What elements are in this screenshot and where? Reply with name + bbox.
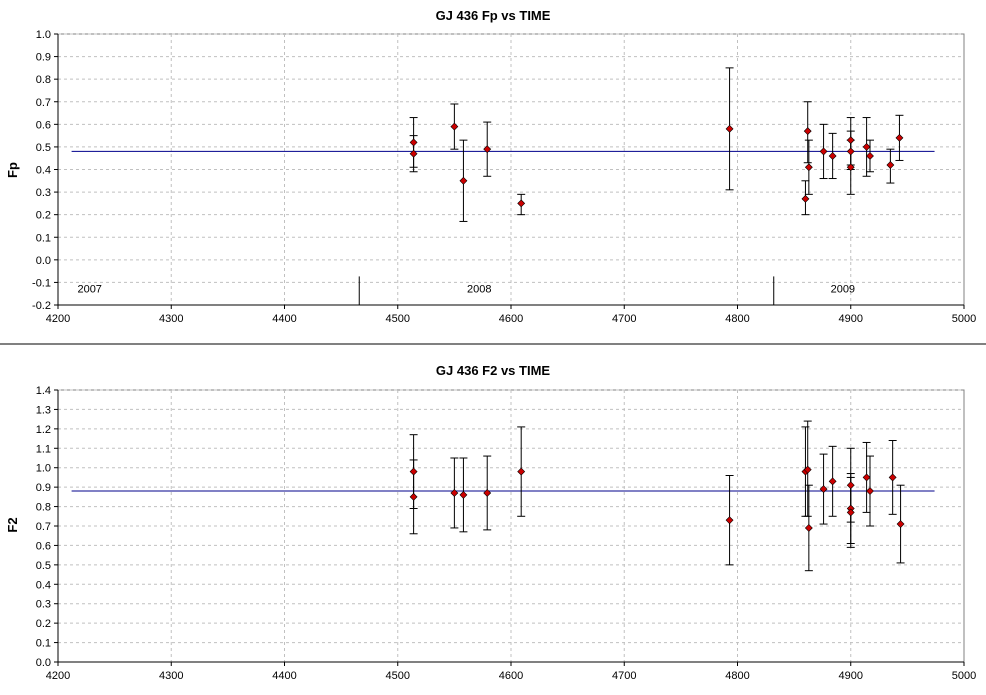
chart-f2-data-point — [896, 520, 905, 528]
chart-f2-x-tick-label: 5000 — [952, 670, 976, 682]
chart-f2-data-point — [409, 467, 418, 476]
chart-f2-x-tick-label: 4200 — [46, 670, 70, 682]
chart-fp-x-tick-label: 4700 — [612, 313, 636, 325]
chart-f2-x-tick-label: 4400 — [272, 670, 296, 682]
chart-f2-data-point — [803, 465, 812, 474]
chart-f2-y-tick-label: 0.6 — [36, 540, 51, 552]
chart-fp-data-point — [804, 163, 813, 172]
chart-f2-y-tick-label: 1.0 — [36, 463, 51, 475]
chart-f2-x-tick-label: 4900 — [839, 670, 863, 682]
chart-f2-plot-area: 0.0 0.1 0.2 0.3 0.4 0.5 0.6 0.7 0.8 0.9 1.0 1.1 1.2 1… — [36, 385, 977, 682]
chart-fp-data-point — [828, 152, 837, 160]
chart-f2-y-tick-label: 1.1 — [36, 443, 51, 455]
chart-f2-data-point — [846, 481, 855, 490]
chart-f2-y-tick-label: 0.9 — [36, 482, 51, 494]
chart-fp-data-point — [886, 161, 895, 169]
chart-fp-data-point — [846, 147, 855, 156]
chart-f2-y-tick-label: 0.1 — [36, 638, 51, 650]
chart-f2-title: GJ 436 F2 vs TIME — [436, 363, 550, 378]
chart-fp-y-tick-label: -0.1 — [32, 277, 51, 289]
chart-f2-data-point — [846, 508, 855, 517]
chart-fp-y-tick-label: 0.4 — [36, 165, 51, 177]
chart-fp-x-tick-label: 4400 — [272, 313, 296, 325]
chart-fp-y-tick-label: -0.2 — [32, 300, 51, 312]
chart-fp-y-tick-label: 1.0 — [36, 29, 51, 41]
chart-f2-x-tick-label: 4800 — [725, 670, 749, 682]
chart-fp-data-point — [409, 138, 418, 147]
chart-fp-y-tick-label: 0.3 — [36, 187, 51, 199]
chart-fp-data-point — [846, 163, 855, 172]
chart-fp-x-tick-label: 5000 — [952, 313, 976, 325]
chart-f2-data-point — [862, 473, 871, 482]
chart-f2-y-tick-label: 0.5 — [36, 560, 51, 572]
chart-fp-data-point — [866, 152, 874, 160]
chart-fp-data-point — [862, 142, 871, 151]
chart-f2-data-point — [804, 524, 813, 532]
chart-f2-y-tick-label: 1.3 — [36, 404, 51, 416]
chart-fp-y-tick-label: 0.2 — [36, 210, 51, 222]
chart-fp-y-tick-label: 0.0 — [36, 255, 51, 267]
chart-fp-x-tick-label: 4300 — [159, 313, 183, 325]
chart-f2-y-tick-label: 1.4 — [36, 385, 51, 397]
chart-f2-x-tick-label: 4600 — [499, 670, 523, 682]
chart-f2-ylabel: F2 — [5, 517, 20, 532]
chart-f2-data-point — [409, 492, 418, 501]
chart-f2-data-point — [828, 477, 837, 486]
chart-fp-data-point — [801, 194, 810, 203]
chart-fp-x-tick-label: 4600 — [499, 313, 523, 325]
chart-f2-y-tick-label: 0.8 — [36, 502, 51, 514]
chart-fp-data-point — [517, 199, 526, 208]
chart-fp-data-point — [409, 149, 418, 158]
chart-f2-data-point — [517, 467, 526, 476]
chart-fp-y-tick-label: 0.8 — [36, 74, 51, 86]
chart-f2-data-point — [819, 485, 828, 494]
chart-f2-y-tick-label: 0.3 — [36, 599, 51, 611]
chart-f2-data-point — [725, 516, 734, 525]
chart-f2-x-tick-label: 4300 — [159, 670, 183, 682]
chart-fp-y-tick-label: 0.9 — [36, 52, 51, 64]
chart-fp-y-tick-label: 0.6 — [36, 119, 51, 131]
chart-fp-title: GJ 436 Fp vs TIME — [436, 8, 551, 23]
chart-fp-x-tick-label: 4200 — [46, 313, 70, 325]
chart-fp-plot-area: -0.2 -0.1 0.0 0.1 0.2 0.3 0.4 0.5 0.6 0.7 0.8 0.9 1.… — [32, 29, 976, 325]
chart-f2-data-point — [483, 489, 492, 497]
chart-fp-x-tick-label: 4900 — [839, 313, 863, 325]
chart-fp-y-tick-label: 0.1 — [36, 232, 51, 244]
chart-fp-data-point — [725, 124, 734, 133]
chart-fp-year-label: 2007 — [77, 283, 101, 295]
chart-fp-x-tick-label: 4500 — [386, 313, 410, 325]
chart-f2-y-tick-label: 0.7 — [36, 521, 51, 533]
chart-f2-x-tick-label: 4700 — [612, 670, 636, 682]
chart-fp-data-point — [450, 122, 459, 131]
chart-fp-data-point — [483, 145, 492, 154]
chart-f2-data-point — [459, 490, 468, 499]
chart-fp-y-tick-label: 0.7 — [36, 97, 51, 109]
chart-fp-data-point — [459, 176, 468, 185]
chart-fp: GJ 436 Fp vs TIME Fp -0.2 -0.1 0.0 0.1 0.2 0.… — [5, 8, 976, 325]
chart-f2-y-tick-label: 1.2 — [36, 424, 51, 436]
chart-fp-year-label: 2009 — [831, 283, 855, 295]
chart-fp-data-point — [846, 136, 855, 145]
chart-fp-x-tick-label: 4800 — [725, 313, 749, 325]
chart-f2: GJ 436 F2 vs TIME F2 0.00.10.20.30.40.50… — [5, 363, 976, 682]
chart-f2-data-point — [450, 489, 459, 497]
chart-f2-y-tick-label: 0.4 — [36, 579, 51, 591]
chart-fp-data-point — [803, 127, 812, 136]
chart-f2-data-point — [866, 487, 874, 495]
chart-fp-data-point — [895, 133, 904, 142]
chart-f2-y-tick-label: 0.2 — [36, 618, 51, 630]
chart-fp-ylabel: Fp — [5, 162, 20, 178]
chart-fp-year-label: 2008 — [467, 283, 491, 295]
chart-f2-y-tick-label: 0.0 — [36, 657, 51, 669]
chart-f2-x-tick-label: 4500 — [386, 670, 410, 682]
chart-fp-data-point — [819, 147, 828, 156]
chart-fp-y-tick-label: 0.5 — [36, 142, 51, 154]
chart-f2-data-point — [888, 473, 897, 482]
